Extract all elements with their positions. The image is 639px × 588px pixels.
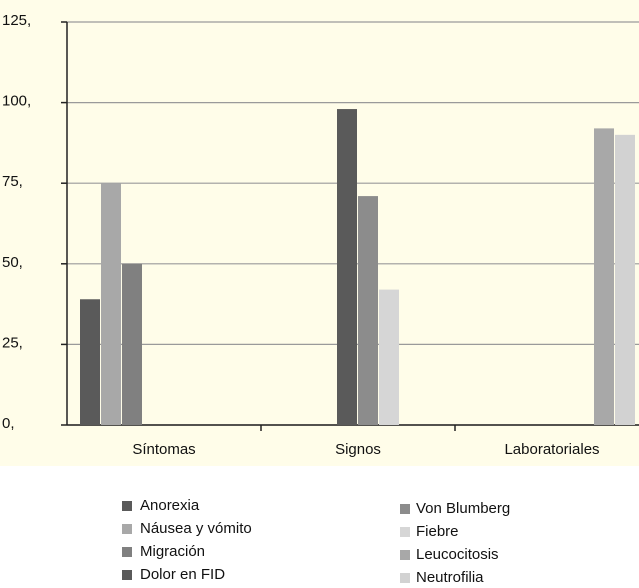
- y-tick-label: 50,: [2, 254, 23, 271]
- legend-label: Anorexia: [140, 497, 200, 514]
- legend-label: Von Blumberg: [416, 500, 510, 517]
- y-tick-label: 125,: [2, 12, 31, 29]
- legend-swatch: [400, 550, 410, 560]
- legend-swatch: [122, 501, 132, 511]
- y-tick-label: 25,: [2, 334, 23, 351]
- legend-swatch: [400, 504, 410, 514]
- legend-swatch: [400, 573, 410, 583]
- y-tick-label: 0,: [2, 415, 15, 432]
- x-tick-label: Laboratoriales: [504, 441, 599, 458]
- bar: [337, 109, 357, 425]
- legend-swatch: [400, 527, 410, 537]
- legend-label: Neutrofilia: [416, 569, 484, 586]
- bar: [379, 289, 399, 425]
- bar: [358, 196, 378, 425]
- bar: [615, 134, 635, 425]
- legend-label: Leucocitosis: [416, 546, 499, 563]
- legend-swatch: [122, 547, 132, 557]
- bar: [594, 128, 614, 425]
- legend-label: Náusea y vómito: [140, 520, 252, 537]
- legend-swatch: [122, 524, 132, 534]
- y-tick-label: 100,: [2, 93, 31, 110]
- bar: [80, 299, 100, 425]
- legend-label: Migración: [140, 543, 205, 560]
- bar: [101, 183, 121, 425]
- x-tick-label: Signos: [335, 441, 381, 458]
- bar: [122, 263, 142, 425]
- legend-label: Dolor en FID: [140, 566, 225, 583]
- legend-label: Fiebre: [416, 523, 459, 540]
- x-tick-label: Síntomas: [132, 441, 195, 458]
- legend-swatch: [122, 570, 132, 580]
- y-tick-label: 75,: [2, 173, 23, 190]
